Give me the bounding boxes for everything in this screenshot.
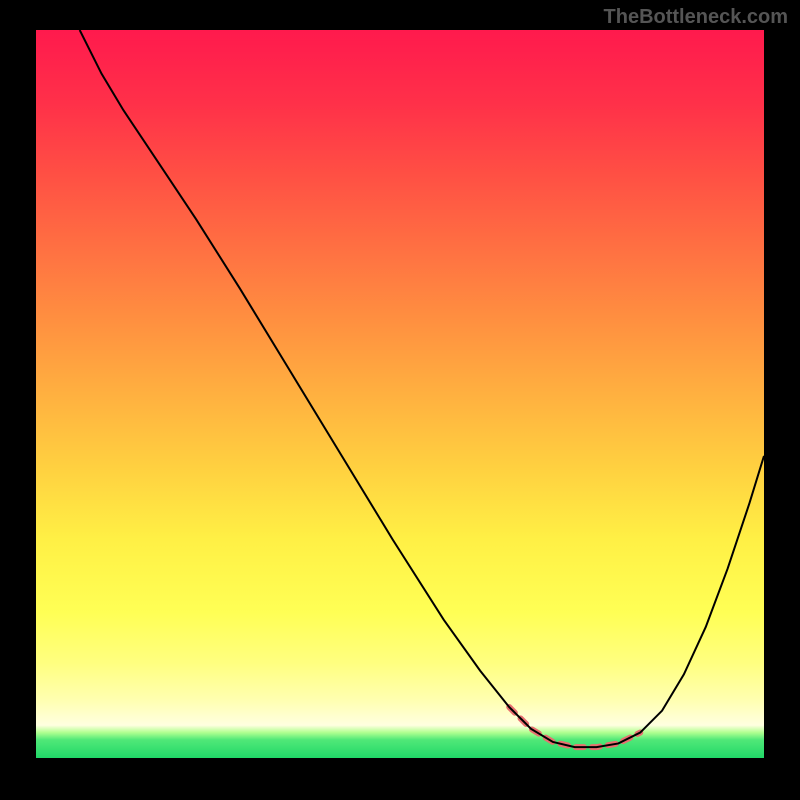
curve-overlay xyxy=(36,30,764,758)
bottleneck-curve xyxy=(80,30,764,747)
watermark-text: TheBottleneck.com xyxy=(604,6,788,29)
plot-area xyxy=(36,30,764,758)
